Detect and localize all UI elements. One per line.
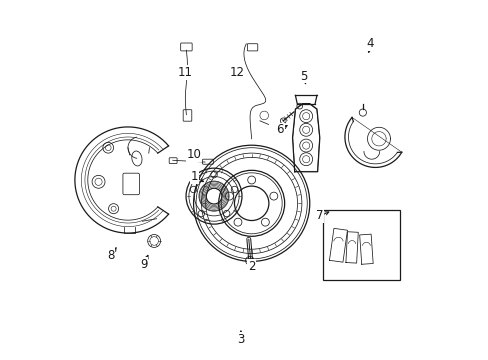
Text: 11: 11 (178, 66, 192, 79)
Text: 5: 5 (299, 69, 307, 82)
Text: 2: 2 (247, 260, 255, 273)
Text: 6: 6 (276, 123, 284, 136)
Text: 3: 3 (237, 333, 244, 346)
Text: 8: 8 (107, 249, 115, 262)
Text: 9: 9 (140, 258, 147, 271)
Text: 1: 1 (190, 170, 198, 183)
Text: 10: 10 (186, 148, 202, 161)
Bar (323, 211, 400, 280)
Text: 4: 4 (366, 37, 373, 50)
Text: 12: 12 (229, 66, 244, 79)
Text: 7: 7 (315, 210, 323, 222)
